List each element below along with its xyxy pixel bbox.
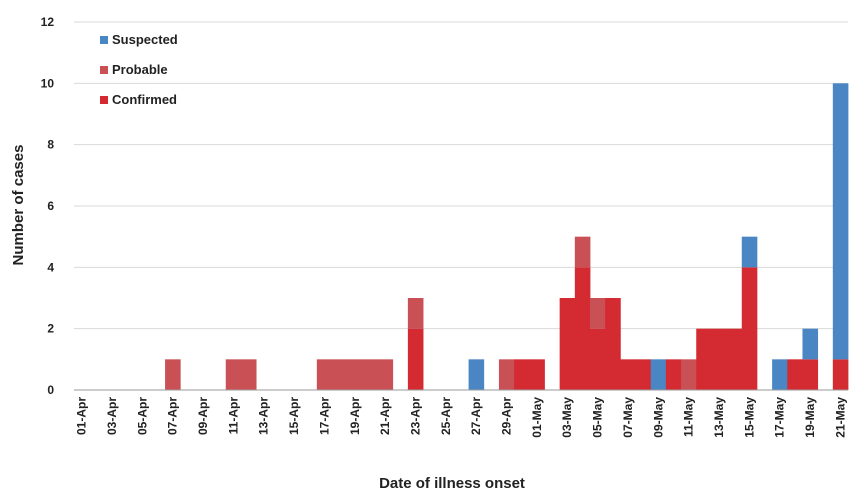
bar-confirmed-08-May	[635, 359, 652, 390]
bar-confirmed-15-May	[741, 267, 758, 390]
legend-label-suspected: Suspected	[112, 32, 178, 47]
x-tick-label: 01-Apr	[75, 397, 89, 435]
x-tick-label: 19-May	[803, 397, 817, 438]
x-axis-title: Date of illness onset	[379, 475, 525, 492]
bar-probable-12-Apr	[240, 359, 257, 390]
bar-confirmed-19-May	[802, 359, 819, 390]
y-tick-label: 8	[47, 138, 54, 152]
x-tick-label: 03-Apr	[105, 397, 119, 435]
x-tick-label: 07-May	[621, 397, 635, 438]
bar-confirmed-05-May	[590, 328, 606, 390]
x-tick-label: 17-Apr	[317, 397, 331, 435]
legend-swatch-probable	[100, 66, 108, 74]
x-tick-labels: 01-Apr 03-Apr 05-Apr 07-Apr 09-Apr 11-Apr 13-A…	[75, 397, 848, 438]
bar-probable-20-Apr	[362, 359, 378, 390]
bar-suspected-19-May	[802, 328, 819, 360]
x-tick-label: 29-Apr	[500, 397, 514, 435]
bar-probable-23-Apr	[407, 298, 424, 329]
bar-probable-18-Apr	[332, 359, 348, 390]
bar-suspected-09-May	[650, 359, 667, 390]
x-tick-label: 25-Apr	[439, 397, 453, 435]
x-tick-label: 19-Apr	[348, 397, 362, 435]
bar-confirmed-30-Apr	[514, 359, 530, 390]
grid-lines	[74, 21, 848, 330]
bar-probable-05-May	[590, 298, 606, 329]
bar-confirmed-03-May	[559, 298, 576, 390]
legend-label-probable: Probable	[112, 62, 168, 77]
x-tick-label: 17-May	[773, 397, 787, 438]
bar-confirmed-18-May	[787, 359, 803, 390]
bars	[165, 83, 849, 390]
legend-label-confirmed: Confirmed	[112, 92, 177, 107]
y-tick-label: 10	[41, 76, 55, 90]
x-tick-label: 15-May	[742, 397, 756, 438]
x-tick-label: 11-Apr	[226, 397, 240, 435]
bar-probable-29-Apr	[498, 359, 515, 390]
bar-confirmed-14-May	[726, 328, 743, 390]
bar-confirmed-01-May	[529, 359, 545, 390]
bar-confirmed-12-May	[696, 328, 712, 390]
bar-confirmed-23-Apr	[407, 328, 424, 390]
x-tick-label: 09-Apr	[196, 397, 210, 435]
bar-confirmed-04-May	[574, 267, 591, 390]
bar-confirmed-06-May	[605, 298, 621, 390]
x-tick-label: 21-Apr	[378, 397, 392, 435]
bar-probable-11-Apr	[225, 359, 242, 390]
y-axis-title: Number of cases	[10, 145, 27, 266]
x-tick-label: 05-Apr	[135, 397, 149, 435]
bar-confirmed-10-May	[665, 359, 682, 390]
x-tick-label: 03-May	[560, 397, 574, 438]
x-tick-label: 01-May	[530, 397, 544, 438]
x-tick-label: 27-Apr	[469, 397, 483, 435]
bar-confirmed-21-May	[832, 359, 849, 390]
bar-probable-11-May	[681, 359, 697, 390]
bar-probable-07-Apr	[165, 359, 181, 390]
bar-confirmed-13-May	[711, 328, 727, 390]
y-tick-label: 4	[47, 260, 54, 274]
legend-swatch-suspected	[100, 36, 108, 44]
bar-probable-21-Apr	[377, 359, 394, 390]
y-tick-label: 6	[47, 199, 54, 213]
x-tick-label: 15-Apr	[287, 397, 301, 435]
bar-probable-19-Apr	[347, 359, 363, 390]
x-tick-label: 09-May	[651, 397, 665, 438]
bar-suspected-15-May	[741, 236, 758, 268]
y-tick-label: 12	[41, 15, 55, 29]
x-tick-label: 07-Apr	[166, 397, 180, 435]
x-tick-label: 13-May	[712, 397, 726, 438]
legend-swatch-confirmed	[100, 96, 108, 104]
x-tick-label: 11-May	[682, 397, 696, 437]
legend: Suspected Probable Confirmed	[100, 32, 178, 107]
y-tick-label: 0	[47, 383, 54, 397]
y-tick-label: 2	[47, 322, 54, 336]
bar-confirmed-07-May	[620, 359, 636, 390]
x-tick-label: 21-May	[833, 397, 847, 438]
bar-suspected-27-Apr	[468, 359, 485, 390]
bar-suspected-17-May	[772, 359, 788, 390]
y-tick-labels: 0 2 4 6 8 10 12	[41, 15, 55, 397]
bar-probable-04-May	[574, 236, 591, 268]
x-tick-label: 13-Apr	[257, 397, 271, 435]
bar-suspected-21-May	[832, 83, 849, 360]
bar-probable-17-Apr	[316, 359, 333, 390]
x-tick-label: 23-Apr	[408, 397, 422, 435]
x-tick-label: 05-May	[591, 397, 605, 438]
